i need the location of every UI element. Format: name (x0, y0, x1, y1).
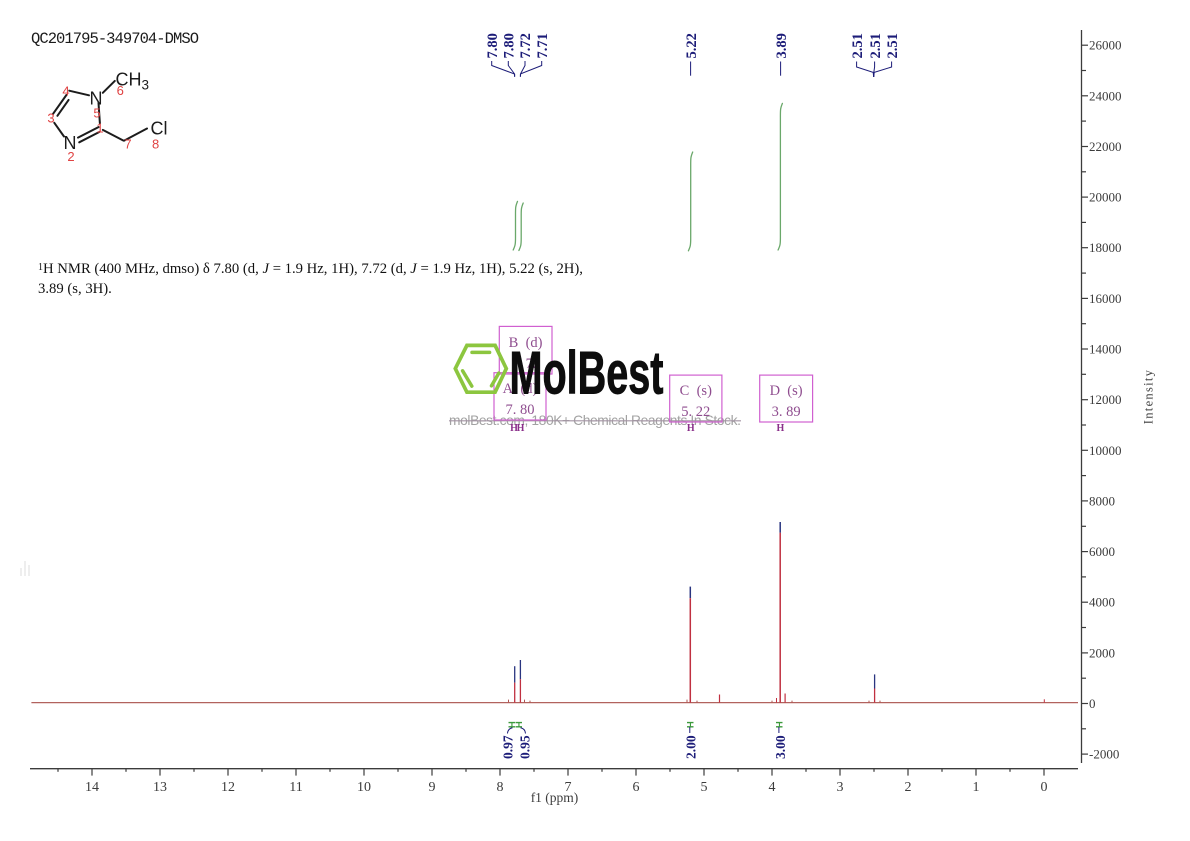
svg-text:4: 4 (62, 84, 69, 99)
svg-text:2000: 2000 (1089, 645, 1115, 660)
svg-text:H: H (510, 423, 518, 434)
svg-text:13: 13 (153, 780, 167, 795)
svg-text:A (d): A (d) (503, 381, 538, 397)
svg-text:CH3: CH3 (116, 70, 150, 93)
svg-text:7.80: 7.80 (502, 33, 518, 58)
svg-text:2.51: 2.51 (850, 33, 866, 58)
svg-text:5: 5 (701, 780, 708, 795)
svg-text:7. 72: 7. 72 (511, 356, 540, 372)
svg-text:5.22: 5.22 (684, 33, 700, 58)
svg-text:2.51: 2.51 (885, 33, 901, 58)
svg-text:C (s): C (s) (680, 383, 712, 399)
svg-text:11: 11 (289, 780, 302, 795)
svg-text:2: 2 (905, 780, 912, 795)
svg-text:2.51: 2.51 (868, 33, 884, 58)
svg-text:10000: 10000 (1089, 443, 1122, 458)
svg-text:1: 1 (96, 121, 103, 136)
svg-text:3. 89: 3. 89 (772, 404, 801, 420)
svg-text:8: 8 (497, 780, 504, 795)
svg-text:H: H (505, 721, 516, 728)
svg-text:7.80: 7.80 (485, 33, 501, 58)
svg-text:7: 7 (124, 137, 131, 152)
svg-text:18000: 18000 (1089, 240, 1122, 255)
svg-text:1H NMR (400 MHz, dmso) δ 7.80: 1H NMR (400 MHz, dmso) δ 7.80 (d, J = 1.… (38, 261, 583, 277)
svg-text:7.71: 7.71 (535, 33, 551, 58)
svg-text:Cl: Cl (151, 119, 168, 139)
svg-text:5. 22: 5. 22 (681, 404, 710, 420)
svg-text:7. 80: 7. 80 (506, 402, 535, 418)
svg-text:7: 7 (565, 780, 572, 795)
svg-text:24000: 24000 (1089, 88, 1122, 103)
svg-text:-2000: -2000 (1089, 747, 1119, 762)
svg-text:H: H (773, 721, 784, 728)
svg-text:3.00: 3.00 (773, 735, 788, 759)
svg-text:1: 1 (973, 780, 980, 795)
svg-text:0: 0 (1089, 696, 1096, 711)
svg-text:2.00: 2.00 (684, 735, 699, 759)
svg-text:9: 9 (429, 780, 436, 795)
svg-text:Intensity: Intensity (1142, 369, 1156, 424)
svg-text:H: H (777, 423, 785, 434)
svg-text:16000: 16000 (1089, 291, 1122, 306)
svg-text:12: 12 (221, 780, 235, 795)
svg-text:H: H (517, 423, 525, 434)
svg-text:0: 0 (1041, 780, 1048, 795)
svg-text:8: 8 (152, 137, 159, 152)
svg-text:B (d): B (d) (509, 335, 543, 351)
svg-text:H: H (513, 721, 524, 728)
svg-text:7.72: 7.72 (518, 33, 534, 58)
svg-text:10: 10 (357, 780, 371, 795)
svg-text:f1 (ppm): f1 (ppm) (531, 790, 579, 805)
svg-text:26000: 26000 (1089, 38, 1122, 53)
svg-text:3: 3 (47, 111, 54, 126)
svg-text:N: N (90, 89, 103, 109)
svg-text:5: 5 (93, 106, 100, 121)
svg-text:20000: 20000 (1089, 190, 1122, 205)
svg-text:0.95: 0.95 (518, 735, 533, 759)
svg-text:2: 2 (67, 149, 74, 164)
svg-text:14: 14 (85, 780, 99, 795)
svg-text:N: N (64, 133, 77, 153)
svg-text:6: 6 (117, 83, 124, 98)
svg-text:14000: 14000 (1089, 342, 1122, 357)
svg-text:MolBest: MolBest (510, 340, 664, 407)
svg-text:0.97: 0.97 (501, 735, 516, 759)
svg-text:8000: 8000 (1089, 493, 1115, 508)
svg-text:3.89 (s, 3H).: 3.89 (s, 3H). (38, 281, 112, 297)
svg-text:3: 3 (837, 780, 844, 795)
svg-text:H: H (684, 721, 695, 728)
svg-text:4: 4 (769, 780, 776, 795)
svg-text:3.89: 3.89 (774, 33, 790, 58)
svg-text:22000: 22000 (1089, 139, 1122, 154)
svg-text:QC201795-349704-DMSO: QC201795-349704-DMSO (31, 30, 199, 48)
svg-text:D (s): D (s) (770, 383, 803, 399)
svg-text:12000: 12000 (1089, 392, 1122, 407)
svg-text:6: 6 (633, 780, 640, 795)
svg-text:4000: 4000 (1089, 595, 1115, 610)
svg-text:H: H (687, 423, 695, 434)
svg-text:6000: 6000 (1089, 544, 1115, 559)
